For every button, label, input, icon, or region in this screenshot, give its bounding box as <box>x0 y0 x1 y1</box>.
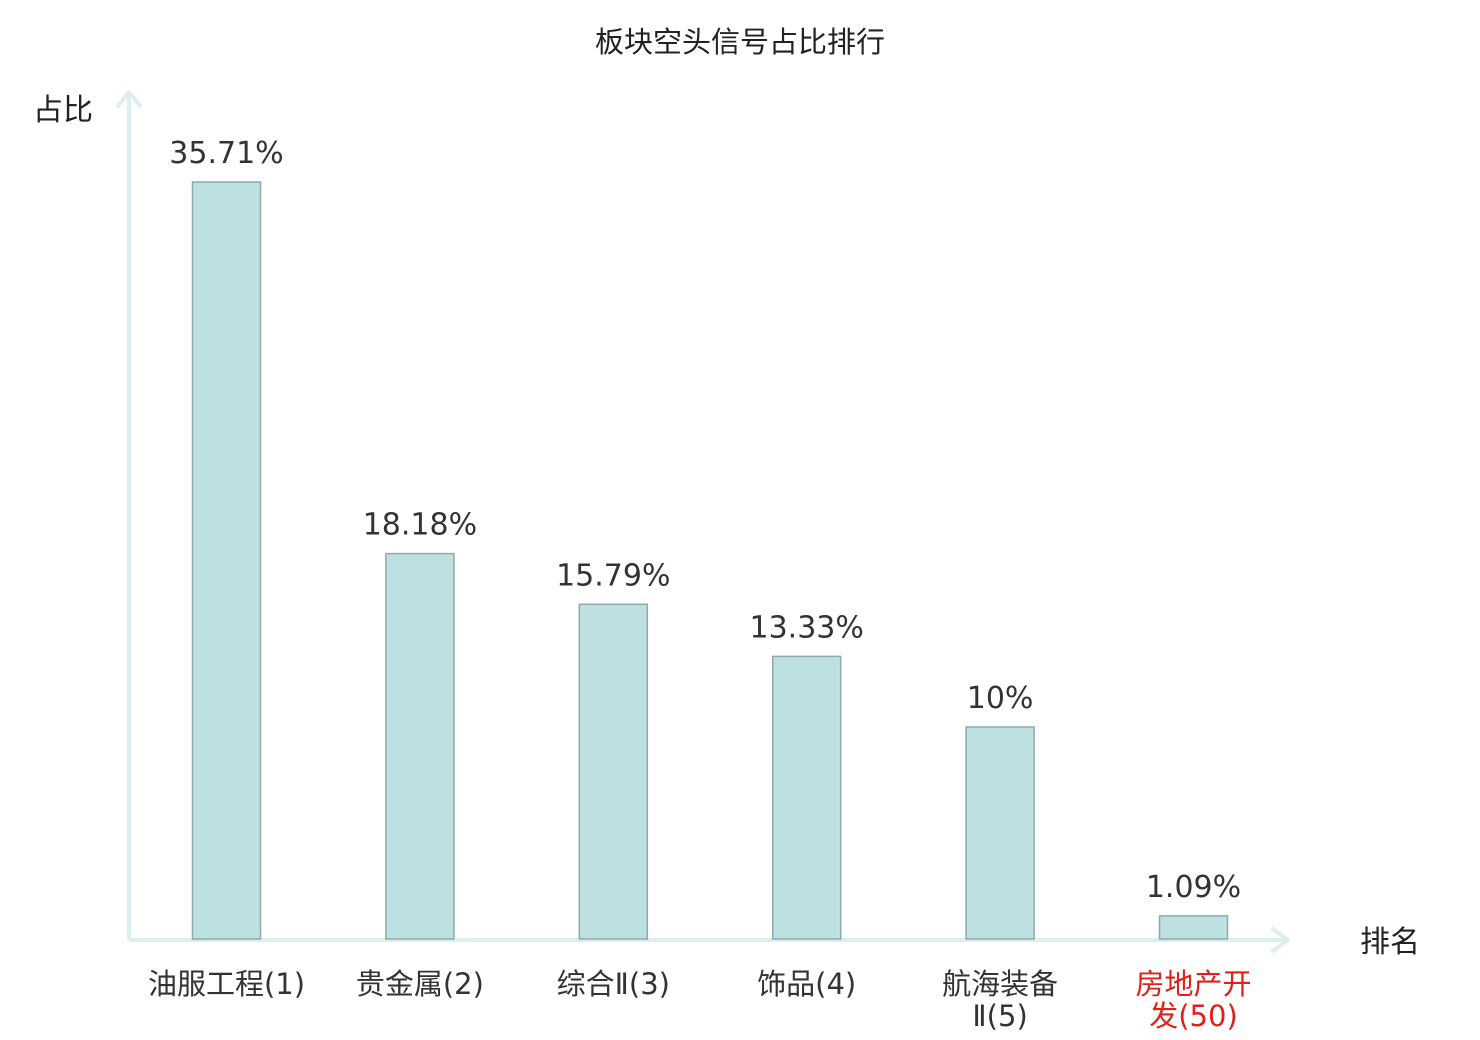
value-label: 10% <box>967 681 1034 716</box>
value-label: 1.09% <box>1146 870 1241 905</box>
category-label: 航海装备 <box>942 967 1058 1001</box>
category-label: Ⅱ(5) <box>972 999 1027 1033</box>
category-label: 贵金属(2) <box>356 967 484 1001</box>
value-label: 35.71% <box>169 136 283 171</box>
category-label: 房地产开 <box>1135 967 1251 1001</box>
category-label: 油服工程(1) <box>148 967 305 1001</box>
y-axis-label: 占比 <box>33 93 93 128</box>
x-axis-label: 排名 <box>1360 925 1420 960</box>
bars <box>191 181 1229 940</box>
x-axis <box>129 927 1290 953</box>
chart-title: 板块空头信号占比排行 <box>595 25 885 59</box>
value-labels: 35.71% 18.18% 15.79% 13.33% 10% 1.09% <box>169 136 1241 905</box>
category-label: 综合Ⅱ(3) <box>557 967 670 1001</box>
category-label: 发(50) <box>1149 999 1238 1033</box>
y-axis <box>116 90 142 940</box>
bar <box>578 603 649 940</box>
value-label: 18.18% <box>363 508 477 543</box>
value-label: 15.79% <box>556 558 670 593</box>
bar <box>191 181 262 940</box>
bar <box>771 655 842 940</box>
value-label: 13.33% <box>750 610 864 645</box>
bar <box>965 726 1035 940</box>
category-label: 饰品(4) <box>757 967 856 1001</box>
bar <box>385 552 455 940</box>
bar <box>1158 915 1229 940</box>
